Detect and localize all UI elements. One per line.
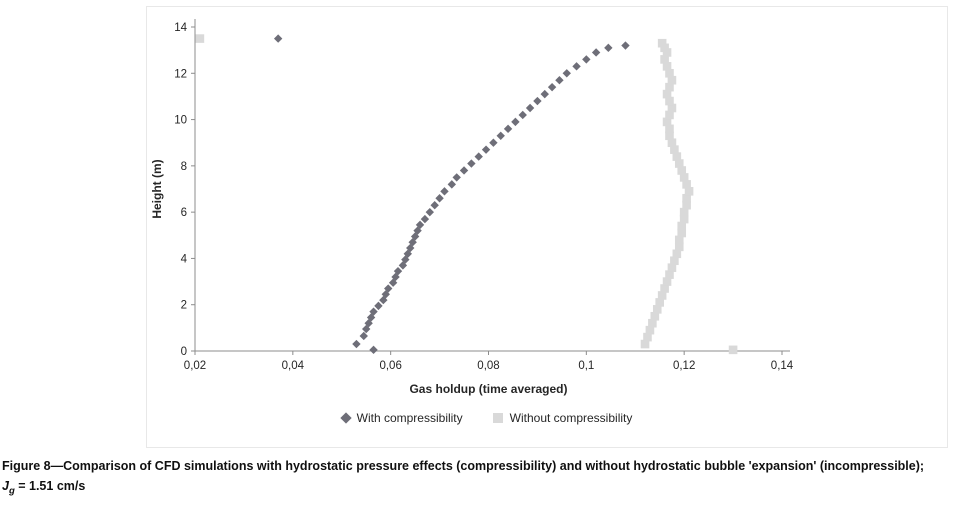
svg-text:Gas holdup (time averaged): Gas holdup (time averaged)	[409, 382, 567, 396]
svg-text:6: 6	[181, 207, 187, 219]
legend-item-without-compressibility: Without compressibility	[492, 411, 633, 425]
svg-text:0,1: 0,1	[578, 360, 594, 372]
svg-text:4: 4	[181, 253, 188, 265]
svg-text:0,04: 0,04	[282, 360, 305, 372]
caption-jg-value: = 1.51 cm/s	[14, 479, 86, 493]
svg-text:0,06: 0,06	[379, 360, 401, 372]
diamond-marker-icon	[339, 412, 352, 424]
svg-text:2: 2	[181, 300, 187, 312]
scatter-plot: 0,02 0,04 0,06 0,08 0,1 0,12 0,14 0 2 4 6 8 10 12 14 Ga…	[150, 19, 794, 396]
svg-text:8: 8	[181, 161, 187, 173]
svg-text:0: 0	[181, 346, 187, 358]
svg-text:0,02: 0,02	[184, 360, 206, 372]
legend: With compressibility Without compressibi…	[147, 411, 827, 425]
svg-text:0,12: 0,12	[673, 360, 695, 372]
chart: 0,02 0,04 0,06 0,08 0,1 0,12 0,14 0 2 4 6 8 10 12 14 Ga…	[146, 6, 948, 448]
svg-text:10: 10	[174, 115, 187, 127]
caption-jg-symbol: Jg	[2, 479, 15, 497]
svg-text:0,14: 0,14	[771, 360, 794, 372]
figure-caption: Figure 8—Comparison of CFD simulations w…	[2, 456, 952, 499]
svg-text:14: 14	[174, 22, 187, 34]
square-marker-icon	[492, 413, 503, 423]
caption-line1: Figure 8—Comparison of CFD simulations w…	[2, 459, 925, 473]
plot-area: 0,02 0,04 0,06 0,08 0,1 0,12 0,14 0 2 4 6 8 10 12 14 Ga…	[147, 7, 827, 425]
svg-text:Height (m): Height (m)	[150, 159, 164, 218]
legend-item-with-compressibility: With compressibility	[339, 411, 463, 425]
svg-text:0,08: 0,08	[477, 360, 499, 372]
legend-label: Without compressibility	[509, 411, 633, 425]
svg-text:12: 12	[174, 68, 187, 80]
legend-label: With compressibility	[356, 411, 463, 425]
